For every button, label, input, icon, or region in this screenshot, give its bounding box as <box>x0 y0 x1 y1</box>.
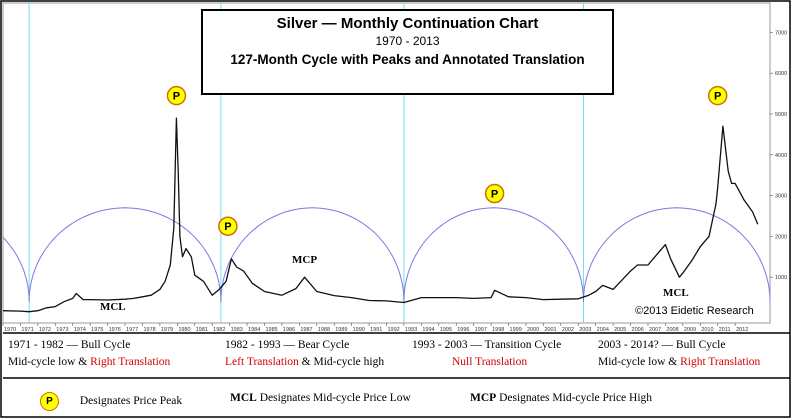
legend-mcl-label: MCL <box>230 392 257 404</box>
x-tick-label: 2004 <box>597 327 609 333</box>
x-tick-label: 1983 <box>231 327 243 333</box>
x-tick-label: 1989 <box>335 327 347 333</box>
x-tick-label: 1980 <box>178 327 190 333</box>
x-tick-label: 2008 <box>666 327 678 333</box>
x-tick-label: 1986 <box>283 327 295 333</box>
cycle-arc <box>2 237 30 299</box>
segment-translation: Right Translation <box>90 356 171 368</box>
x-tick-label: 1990 <box>353 327 365 333</box>
legend-mcp: MCP Designates Mid-cycle Price High <box>470 392 652 404</box>
x-tick-label: 2001 <box>544 327 556 333</box>
x-tick-label: 1999 <box>510 327 522 333</box>
x-tick-label: 1977 <box>126 327 138 333</box>
x-tick-label: 2010 <box>701 327 713 333</box>
segment-translation: Left Translation <box>225 356 299 368</box>
legend-mcp-label: MCP <box>470 392 497 404</box>
peak-icon <box>484 183 505 204</box>
y-tick-label: 1000 <box>775 275 787 281</box>
legend-mcp-text: Designates Mid-cycle Price High <box>496 392 653 404</box>
segment-1993-2003: 1993 - 2003 — Transition Cycle Null Tran… <box>412 337 592 375</box>
segment-title: 1971 - 1982 — Bull Cycle <box>8 339 131 351</box>
x-tick-label: 2007 <box>649 327 661 333</box>
x-tick-label: 1973 <box>56 327 68 333</box>
y-tick-label: 6000 <box>775 71 787 77</box>
x-tick-label: 1993 <box>405 327 417 333</box>
mcp-label: MCP <box>292 254 317 266</box>
x-tick-label: 2009 <box>684 327 696 333</box>
x-tick-label: 1992 <box>388 327 400 333</box>
x-tick-label: 1975 <box>91 327 103 333</box>
mcl-label: MCL <box>100 301 126 313</box>
segment-translation: Null Translation <box>452 356 528 368</box>
peak-label: P <box>173 91 180 103</box>
title-box: Silver — Monthly Continuation Chart 1970… <box>201 9 614 95</box>
cycle-arc <box>583 207 771 302</box>
x-tick-label: 1972 <box>39 327 51 333</box>
peak-icon <box>707 85 728 106</box>
peak-label: P <box>491 189 498 201</box>
y-tick-label: 5000 <box>775 112 787 118</box>
segment-note: Mid-cycle low & <box>8 356 91 368</box>
x-tick-label: 1971 <box>21 327 33 333</box>
peak-label: P <box>714 91 721 103</box>
legend-peak: P Designates Price Peak <box>40 392 182 411</box>
x-tick-label: 1979 <box>161 327 173 333</box>
x-tick-label: 2000 <box>527 327 539 333</box>
x-tick-label: 1981 <box>196 327 208 333</box>
x-tick-label: 1991 <box>370 327 382 333</box>
x-tick-label: 1997 <box>475 327 487 333</box>
x-tick-label: 1978 <box>143 327 155 333</box>
cycle-arc <box>403 207 584 302</box>
legend-mcl-text: Designates Mid-cycle Price Low <box>256 392 411 404</box>
segment-translation: Right Translation <box>680 356 761 368</box>
x-tick-label: 2005 <box>614 327 626 333</box>
x-tick-label: 1974 <box>74 327 86 333</box>
x-tick-label: 2012 <box>736 327 748 333</box>
cycle-arc <box>28 207 222 302</box>
chart-years: 1970 - 2013 <box>375 34 440 48</box>
segment-note: Mid-cycle low & <box>598 356 681 368</box>
x-tick-label: 1984 <box>248 327 260 333</box>
segment-1971-1982: 1971 - 1982 — Bull Cycle Mid-cycle low &… <box>8 337 213 375</box>
x-tick-label: 1994 <box>422 327 434 333</box>
x-tick-label: 1995 <box>440 327 452 333</box>
legend-mcl: MCL Designates Mid-cycle Price Low <box>230 392 411 404</box>
peak-icon: P <box>40 392 59 411</box>
x-tick-label: 1998 <box>492 327 504 333</box>
mcl-label: MCL <box>663 287 689 299</box>
peak-icon <box>166 85 187 106</box>
segment-title: 1993 - 2003 — Transition Cycle <box>412 339 562 351</box>
x-tick-label: 1970 <box>4 327 16 333</box>
x-tick-label: 1985 <box>265 327 277 333</box>
y-tick-label: 4000 <box>775 153 787 159</box>
price-series-line <box>2 117 759 313</box>
cycle-arc <box>220 207 405 302</box>
y-tick-label: 2000 <box>775 234 787 240</box>
legend-peak-text: Designates Price Peak <box>79 395 183 408</box>
x-tick-label: 1996 <box>457 327 469 333</box>
segment-1982-1993: 1982 - 1993 — Bear Cycle Left Translatio… <box>225 337 405 375</box>
chart-title: Silver — Monthly Continuation Chart <box>276 15 539 32</box>
x-tick-label: 1988 <box>318 327 330 333</box>
segment-title: 1982 - 1993 — Bear Cycle <box>225 339 350 351</box>
chart-subtitle: 127-Month Cycle with Peaks and Annotated… <box>230 52 585 67</box>
x-tick-label: 2006 <box>632 327 644 333</box>
segment-2003-2014: 2003 - 2014? — Bull Cycle Mid-cycle low … <box>598 337 788 375</box>
segment-note: & Mid-cycle high <box>298 356 385 368</box>
x-tick-label: 1982 <box>213 327 225 333</box>
x-tick-label: 2002 <box>562 327 574 333</box>
peak-label: P <box>224 221 231 233</box>
y-tick-label: 7000 <box>775 30 787 36</box>
x-tick-label: 2011 <box>719 327 731 333</box>
segment-title: 2003 - 2014? — Bull Cycle <box>598 339 726 351</box>
x-tick-label: 1987 <box>300 327 312 333</box>
y-tick-label: 3000 <box>775 194 787 200</box>
copyright-text: ©2013 Eidetic Research <box>635 305 754 317</box>
x-tick-label: 1976 <box>109 327 121 333</box>
peak-icon <box>218 216 238 236</box>
x-tick-label: 2003 <box>579 327 591 333</box>
